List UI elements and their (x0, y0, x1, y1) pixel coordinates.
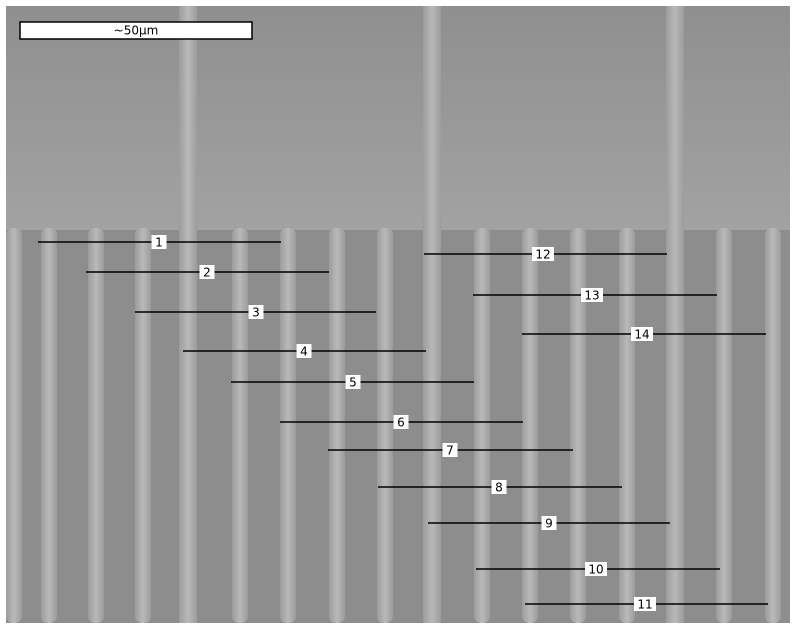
short-finger (88, 228, 104, 623)
short-finger (329, 228, 345, 623)
measure-label: 10 (588, 563, 603, 577)
measure-label: 13 (584, 289, 599, 303)
measure-label: 8 (495, 481, 503, 495)
measure-label: 5 (349, 376, 357, 390)
short-finger (765, 228, 781, 623)
micrograph: 1234567891011121314 ~50μm (0, 0, 796, 629)
page: 1234567891011121314 ~50μm (() => { const… (0, 0, 796, 629)
measure-label: 3 (252, 306, 260, 320)
scale-bar-label: ~50μm (114, 24, 159, 38)
measure-label: 7 (446, 444, 454, 458)
short-finger (377, 228, 393, 623)
short-finger (232, 228, 248, 623)
measure-label: 11 (637, 598, 652, 612)
short-finger (522, 228, 538, 623)
long-finger (179, 6, 197, 623)
measure-label: 1 (155, 236, 163, 250)
measure-label: 9 (545, 517, 553, 531)
short-finger (135, 228, 151, 623)
short-finger (41, 228, 57, 623)
short-finger (716, 228, 732, 623)
measure-label: 6 (397, 416, 405, 430)
measure-label: 12 (535, 248, 550, 262)
short-finger (619, 228, 635, 623)
measure-label: 14 (634, 328, 649, 342)
short-finger (474, 228, 490, 623)
short-finger (280, 228, 296, 623)
short-finger (6, 228, 22, 623)
measure-label: 2 (203, 266, 211, 280)
long-finger (423, 6, 441, 623)
long-finger (666, 6, 684, 623)
short-finger (570, 228, 586, 623)
measure-label: 4 (300, 345, 308, 359)
